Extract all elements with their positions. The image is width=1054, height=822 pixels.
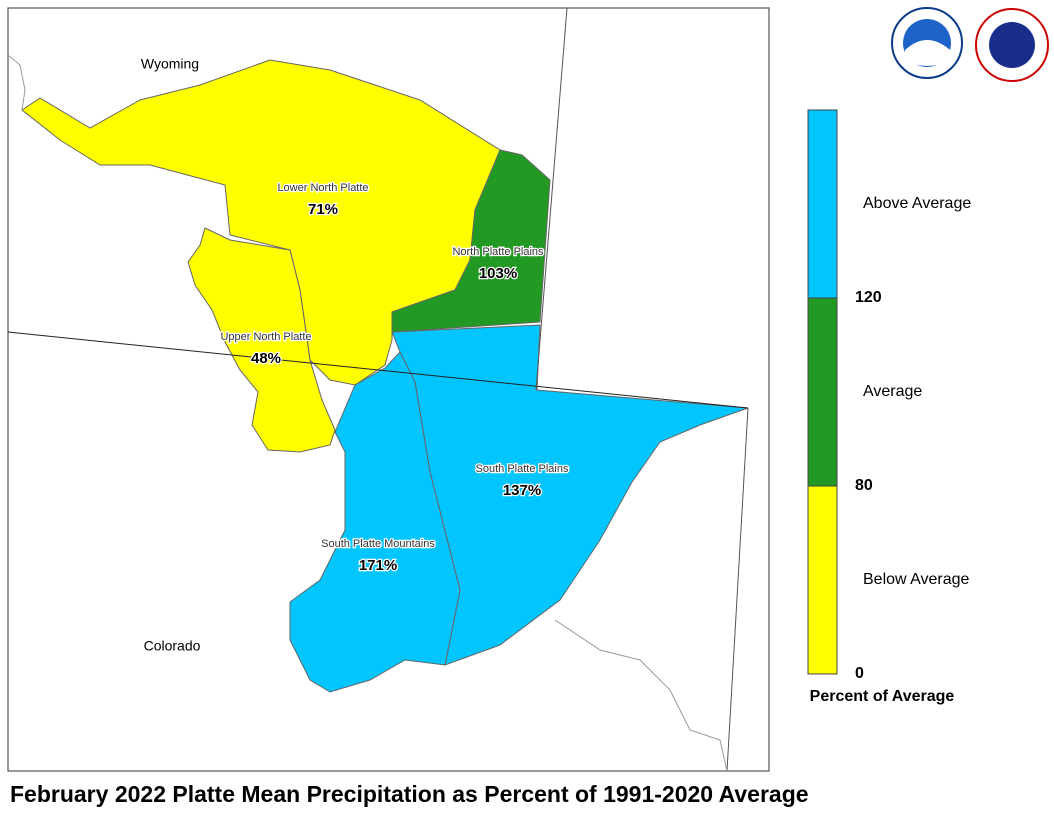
legend-swatch <box>807 297 838 487</box>
basin <box>391 149 551 333</box>
nws-logo-inner <box>989 22 1035 68</box>
river-line <box>7 54 26 111</box>
basins <box>21 59 749 693</box>
basin-name: Upper North Platte <box>220 331 311 343</box>
map-title: February 2022 Platte Mean Precipitation … <box>10 781 809 807</box>
legend-title: Percent of Average <box>810 688 955 705</box>
basin <box>289 351 461 693</box>
basin-value: 48% <box>251 350 281 367</box>
legend-tick-label: 120 <box>855 289 882 306</box>
state-border <box>726 407 749 772</box>
basin-value: 103% <box>479 265 517 282</box>
legend-swatch <box>807 485 838 675</box>
legend: Percent of Average Above Average Average B… <box>807 109 971 705</box>
logos <box>891 7 1049 82</box>
legend-label: Average <box>863 383 922 400</box>
legend-label: Above Average <box>863 195 971 212</box>
basin-name: South Platte Plains <box>476 463 569 475</box>
legend-label: Below Average <box>863 571 970 588</box>
legend-tick-label: 80 <box>855 477 873 494</box>
state-label: Wyoming <box>141 56 199 72</box>
legend-swatch <box>807 109 838 299</box>
basin-value: 137% <box>503 482 541 499</box>
state-border <box>535 7 568 391</box>
basin <box>187 227 336 453</box>
borders <box>7 7 749 772</box>
basin-name: Lower North Platte <box>277 182 368 194</box>
noaa-bird <box>905 40 950 66</box>
legend-tick-label: 0 <box>855 665 864 682</box>
state-border <box>7 331 749 409</box>
basin-name: South Platte Mountains <box>321 538 435 550</box>
basin-name: North Platte Plains <box>452 246 544 258</box>
state-label: Colorado <box>144 638 201 654</box>
basin-labels: Lower North Platte 71% Upper North Platte 4… <box>219 181 570 576</box>
river-line <box>554 619 728 772</box>
basin-value: 171% <box>359 557 397 574</box>
basin-value: 71% <box>308 201 338 218</box>
